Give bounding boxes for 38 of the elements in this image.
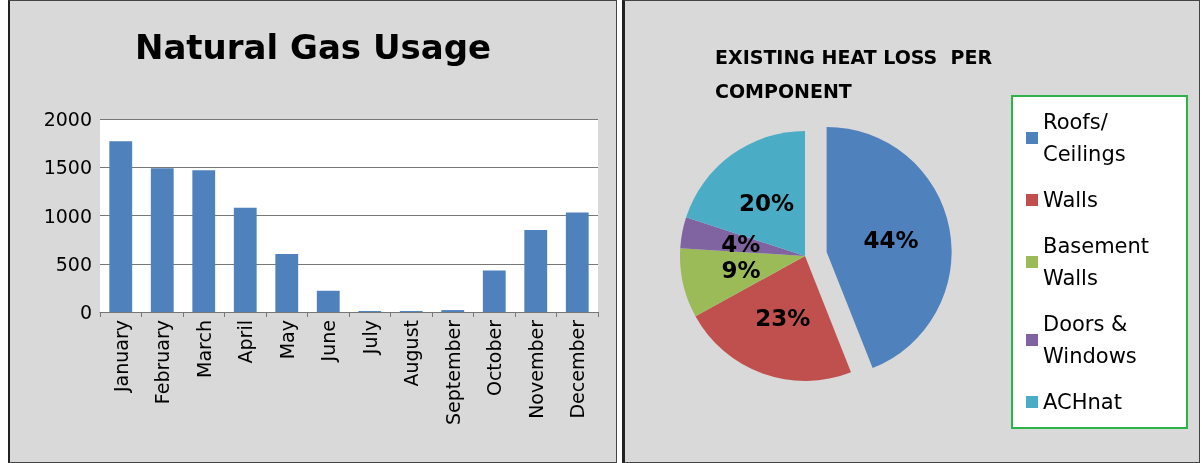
chart-title: Natural Gas Usage: [134, 27, 492, 67]
bar: [233, 207, 257, 312]
legend-label: Walls: [1043, 188, 1098, 212]
legend-label: Doors & Windows: [1043, 312, 1137, 368]
legend-label: ACHnat: [1043, 390, 1122, 414]
y-tick-label: 0: [79, 301, 92, 323]
x-tick-label: March: [192, 320, 215, 378]
data-label: 4%: [721, 230, 761, 257]
y-tick-label: 1000: [43, 204, 92, 227]
chart-title: EXISTING HEAT LOSS PER COMPONENT: [715, 46, 999, 102]
legend-label: Basement Walls: [1043, 234, 1156, 290]
bar: [150, 168, 174, 312]
y-tick-label: 1500: [43, 156, 92, 179]
x-tick-label: April: [234, 320, 257, 364]
x-tick-label: February: [151, 320, 174, 405]
x-tick-label: January: [109, 320, 132, 394]
data-label: 44%: [863, 226, 919, 253]
x-tick-label: September: [441, 319, 464, 426]
bar: [275, 254, 299, 312]
x-tick-label: June: [317, 320, 340, 363]
x-tick-label: December: [566, 319, 589, 419]
x-tick-label: November: [524, 319, 547, 419]
bar: [192, 170, 216, 312]
x-tick-label: August: [400, 320, 423, 387]
legend-label: Roofs/ Ceilings: [1043, 110, 1126, 166]
x-tick-label: May: [275, 320, 298, 360]
data-label: 20%: [738, 190, 795, 217]
x-tick-label: October: [483, 319, 506, 397]
bar: [482, 270, 506, 312]
x-tick-label: July: [358, 320, 381, 356]
data-label: 23%: [755, 304, 811, 331]
y-tick-label: 2000: [43, 108, 92, 130]
bar: [316, 290, 340, 312]
bar: [524, 229, 548, 312]
y-tick-label: 500: [55, 252, 92, 275]
bar: [565, 212, 589, 312]
bar: [109, 141, 133, 312]
data-label: 9%: [721, 257, 761, 284]
